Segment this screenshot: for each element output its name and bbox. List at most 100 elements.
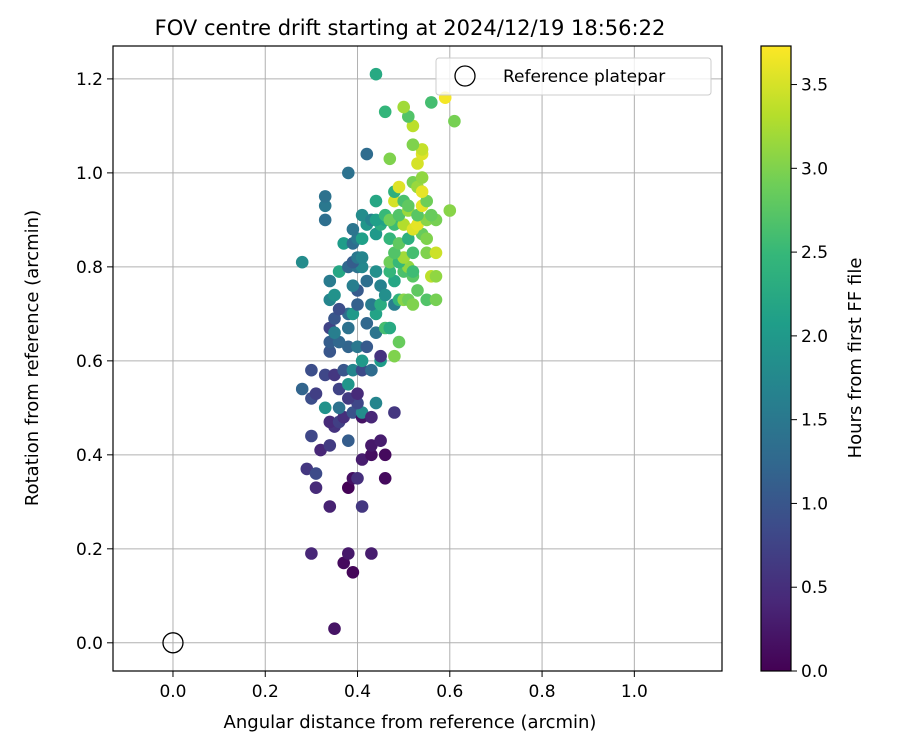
data-point [443,204,457,217]
data-point [328,326,341,340]
data-point [342,547,355,560]
data-point [383,321,397,335]
data-point [351,298,364,311]
data-point [369,227,383,241]
data-point [420,194,434,208]
y-axis: 0.0 0.2 0.4 0.6 0.8 1.0 1.2 [76,70,113,654]
data-point [323,345,337,358]
colorbar: 0.0 0.5 1.0 1.5 2.0 2.5 3.0 3.5 Hours from firs… [760,45,866,682]
scatter-points [295,67,461,635]
data-point [323,500,337,513]
data-point [355,354,369,368]
data-point [369,67,383,81]
data-point [415,185,429,198]
data-point [392,180,406,194]
data-point [355,208,369,222]
colorbar-tick-label: 1.0 [801,494,828,514]
data-point [351,387,364,401]
data-point [378,288,392,302]
data-point [369,396,383,410]
chart-title: FOV centre drift starting at 2024/12/19 … [155,16,666,40]
data-point [388,406,401,419]
data-point [346,223,360,236]
data-point [346,363,360,377]
data-point [425,208,438,222]
data-point [374,434,387,448]
x-tick-label: 1.0 [621,682,648,702]
data-point [420,293,434,307]
data-point [420,246,434,260]
data-point [342,321,355,335]
data-point [309,481,323,495]
colorbar-label: Hours from first FF file [845,258,866,459]
data-point [388,274,401,288]
data-point [383,265,397,278]
data-point [328,622,341,635]
data-point [415,171,429,184]
data-point [337,556,351,570]
data-point [392,208,406,222]
x-axis-label: Angular distance from reference (arcmin) [224,712,597,733]
data-point [351,472,364,485]
data-point [406,119,420,133]
data-point [323,415,337,429]
data-point [305,547,318,560]
data-point [318,368,332,382]
data-point [355,251,369,264]
data-point [332,401,346,415]
data-point [355,363,369,377]
data-point [374,279,387,293]
data-point [388,194,401,208]
data-point [365,448,378,462]
data-point [365,547,378,560]
data-point [406,265,420,278]
data-point [429,293,443,307]
data-point [388,246,401,260]
data-point [365,363,378,377]
data-point [411,157,424,170]
data-point [355,453,369,466]
data-point [383,255,397,269]
data-point [360,317,374,330]
data-point [323,274,337,288]
data-point [448,114,461,128]
data-point [309,387,323,401]
data-point [323,439,337,452]
x-tick-label: 0.6 [436,682,463,702]
data-point [342,378,355,391]
y-tick-label: 1.2 [76,70,103,90]
x-axis: 0.0 0.2 0.4 0.6 0.8 1.0 [159,671,648,702]
y-tick-label: 0.2 [76,540,103,560]
data-point [378,472,392,485]
data-point [374,349,387,363]
data-point [360,147,374,161]
data-point [328,312,341,325]
data-point [369,307,383,321]
y-tick-label: 1.0 [76,164,103,184]
data-point [332,302,346,316]
data-point [406,298,420,311]
data-point [383,152,397,166]
data-point [342,434,355,448]
data-point [295,255,309,269]
reference-platepar-marker [162,632,184,654]
legend-box [435,57,712,96]
data-point [351,340,364,354]
data-point [318,401,332,415]
colorbar-tick-label: 0.0 [801,662,828,682]
data-point [346,566,360,579]
data-point [369,265,383,278]
colorbar-tick-label: 3.0 [801,159,828,179]
data-point [374,298,387,311]
data-point [346,279,360,293]
data-point [332,335,346,349]
data-point [388,349,401,363]
data-point [355,232,369,245]
data-point [420,232,434,245]
y-tick-label: 0.0 [76,634,103,654]
plot-frame [112,45,723,672]
data-point [323,335,337,349]
data-point [342,481,355,495]
data-point [318,213,332,227]
